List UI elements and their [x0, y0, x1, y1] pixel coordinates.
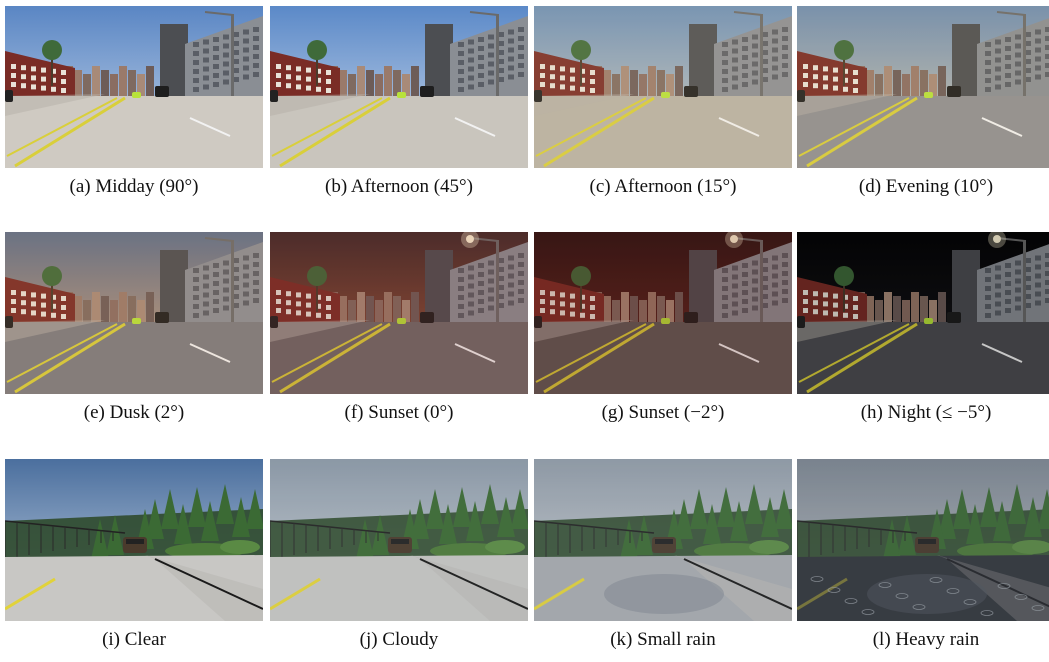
panel-caption: (h) Night (≤ −5°)	[860, 402, 992, 423]
panel-caption: (i) Clear	[102, 629, 166, 650]
panel-image	[797, 232, 1049, 394]
street-scene-image	[534, 6, 792, 168]
street-scene-image	[270, 6, 528, 168]
forest-road-image	[5, 459, 263, 621]
panel-image	[5, 459, 263, 621]
panel-caption: (j) Cloudy	[359, 629, 439, 650]
panel-image	[270, 232, 528, 394]
street-scene-image	[534, 232, 792, 394]
panel-caption: (k) Small rain	[610, 629, 716, 650]
panel-caption: (f) Sunset (0°)	[344, 402, 454, 423]
forest-road-image	[534, 459, 792, 621]
panel-image	[534, 459, 792, 621]
panel-caption: (g) Sunset (−2°)	[601, 402, 725, 423]
panel-image	[534, 232, 792, 394]
street-scene-image	[797, 232, 1049, 394]
panel-image	[797, 459, 1049, 621]
panel-image	[534, 6, 792, 168]
panel-image	[797, 6, 1049, 168]
panel-caption: (l) Heavy rain	[872, 629, 980, 650]
panel-image	[270, 459, 528, 621]
panel-image	[5, 232, 263, 394]
street-scene-image	[270, 232, 528, 394]
panel-caption: (a) Midday (90°)	[69, 176, 199, 197]
panel-caption: (b) Afternoon (45°)	[325, 176, 473, 197]
street-scene-image	[5, 232, 263, 394]
street-scene-image	[797, 6, 1049, 168]
street-scene-image	[5, 6, 263, 168]
panel-image	[270, 6, 528, 168]
panel-caption: (e) Dusk (2°)	[83, 402, 185, 423]
panel-caption: (c) Afternoon (15°)	[589, 176, 737, 197]
panel-image	[5, 6, 263, 168]
forest-road-image	[797, 459, 1049, 621]
panel-caption: (d) Evening (10°)	[858, 176, 994, 197]
forest-road-image	[270, 459, 528, 621]
